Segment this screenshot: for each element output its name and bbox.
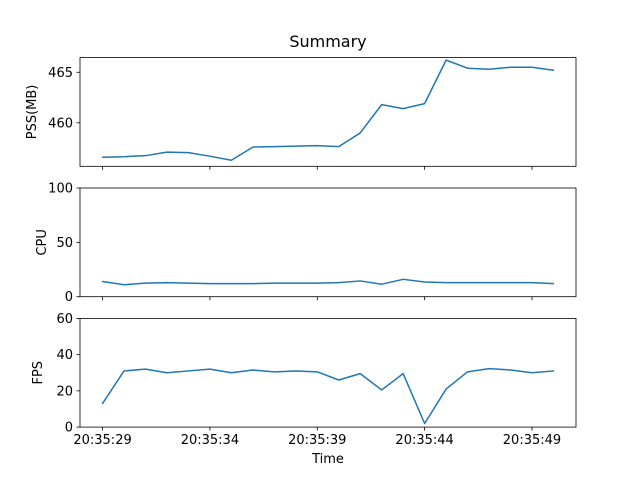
y-axis-label: CPU [35,229,50,255]
chart-title: Summary [289,32,366,51]
y-tick-label: 465 [48,66,73,81]
y-tick-label: 0 [65,421,73,436]
y-tick-label: 0 [65,290,73,305]
plot-frame [79,187,577,298]
y-axis-label: FPS [31,361,46,385]
y-axis-label: PSS(MB) [25,85,40,140]
series-line [101,367,555,425]
x-tick-label: 20:35:34 [181,433,239,448]
x-tick-label: 20:35:44 [395,433,453,448]
plot-frame [79,317,577,428]
y-tick-label: 60 [56,312,73,327]
plot-frame [79,57,577,167]
x-tick-label: 20:35:29 [73,433,131,448]
x-tick-label: 20:35:49 [503,433,561,448]
series-line [101,278,555,286]
y-tick-label: 20 [56,384,73,399]
x-tick-label: 20:35:39 [288,433,346,448]
y-tick-label: 100 [48,182,73,197]
series-line [101,59,555,161]
y-tick-label: 40 [56,348,73,363]
y-tick-label: 50 [56,236,73,251]
x-axis-label: Time [311,452,344,467]
y-tick-label: 460 [48,116,73,131]
